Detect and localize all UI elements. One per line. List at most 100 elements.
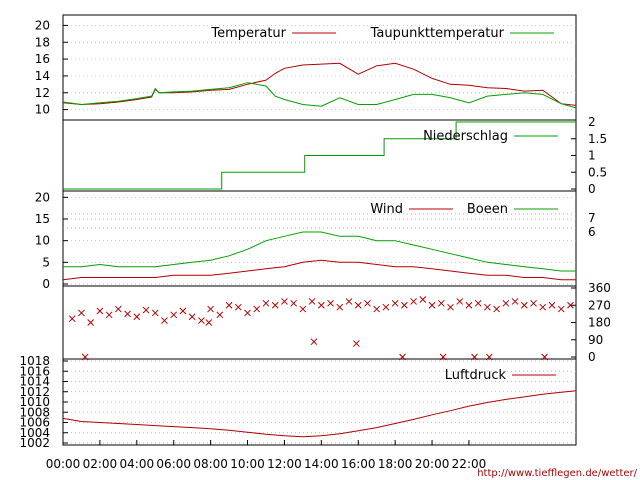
- x-tick-label: 22:00: [452, 457, 487, 471]
- wind-direction-point: [511, 298, 519, 305]
- legend-label: Temperatur: [210, 26, 286, 41]
- wind-direction-point: [345, 298, 353, 305]
- wind-direction-point: [471, 353, 478, 361]
- wind-direction-point: [428, 301, 436, 309]
- y-tick-label: 2: [588, 115, 596, 129]
- y-tick-label: 20: [35, 190, 50, 204]
- wind-direction-point: [474, 299, 482, 307]
- legend-label: Wind: [370, 202, 403, 217]
- x-tick-label: 02:00: [83, 457, 118, 471]
- y-tick-label: 12: [35, 86, 50, 100]
- plot-layer: [62, 24, 577, 445]
- y-tick-label: 1010: [19, 395, 50, 409]
- wind-direction-point: [244, 309, 251, 317]
- wind-direction-point: [68, 315, 76, 323]
- y-tick-label: 14: [35, 69, 50, 83]
- y-tick-label: 1006: [19, 416, 50, 430]
- wind-direction-panel: [62, 285, 577, 360]
- y-tick-label: 1008: [19, 405, 50, 419]
- wind-direction-point: [530, 299, 537, 307]
- wind-direction-point: [281, 298, 288, 305]
- wind-direction-point: [485, 353, 493, 361]
- wind-direction-point: [115, 305, 122, 313]
- wind-direction-point: [317, 301, 325, 309]
- y-tick-label: 1012: [19, 385, 50, 399]
- wind-direction-point: [81, 353, 89, 361]
- wind-direction-point: [133, 313, 141, 321]
- wind-direction-point: [399, 353, 406, 361]
- y-tick-label: 20: [35, 18, 50, 32]
- wind-direction-point: [124, 310, 131, 318]
- wind-direction-point: [262, 299, 270, 307]
- wind-direction-point: [548, 301, 556, 309]
- wind-direction-point: [557, 305, 565, 313]
- wind-direction-point: [188, 313, 196, 321]
- y-tick-label: 18: [35, 35, 50, 49]
- y-tick-label: 1018: [19, 354, 50, 368]
- legend-label: Luftdruck: [445, 368, 507, 383]
- x-tick-label: 00:00: [46, 457, 81, 471]
- wind-direction-point: [373, 305, 381, 313]
- series-line-taupunkttemperatur: [62, 82, 577, 109]
- x-tick-label: 18:00: [378, 457, 413, 471]
- y-tick-label: 1002: [19, 436, 50, 450]
- wind-direction-point: [502, 299, 510, 307]
- wind-direction-point: [198, 317, 205, 324]
- wind-direction-point: [308, 298, 316, 305]
- wind-direction-point: [151, 309, 159, 317]
- y-tick-label: 0.5: [588, 165, 607, 179]
- wind-direction-point: [179, 307, 187, 315]
- wind-direction-point: [539, 303, 547, 311]
- wind-direction-point: [87, 319, 95, 326]
- wind-direction-point: [410, 298, 417, 305]
- wind-direction-point: [205, 319, 213, 326]
- y-tick-label: 1: [588, 149, 596, 163]
- y-tick-label: 1.5: [588, 132, 607, 146]
- wind-direction-point: [225, 301, 233, 309]
- x-tick-label: 14:00: [304, 457, 339, 471]
- wind-direction-point: [310, 338, 318, 346]
- y-tick-label: 1004: [19, 426, 50, 440]
- wind-direction-point: [456, 298, 464, 305]
- wind-direction-point: [234, 303, 242, 311]
- wind-direction-point: [484, 303, 491, 311]
- x-tick-label: 20:00: [415, 457, 450, 471]
- x-tick-label: 06:00: [156, 457, 191, 471]
- wind-direction-point: [439, 353, 447, 361]
- y-tick-label: 0: [588, 182, 596, 196]
- wind-direction-point: [447, 303, 454, 311]
- wind-direction-point: [78, 309, 85, 317]
- series-line-niederschlag: [63, 121, 576, 190]
- wind-direction-point: [96, 307, 104, 315]
- wind-direction-point: [567, 301, 574, 309]
- y-tick-label: 10: [35, 234, 50, 248]
- y-tick-label: 15: [35, 212, 50, 226]
- source-url[interactable]: http://www.tiefflegen.de/wetter/: [477, 468, 637, 479]
- wind-direction-point: [216, 311, 224, 319]
- wind-direction-point: [336, 303, 344, 311]
- y-tick-label: 16: [35, 52, 50, 66]
- y-tick-label: 270: [588, 298, 611, 312]
- y-tick-label: 10: [35, 103, 50, 117]
- legend-label: Boeen: [467, 202, 508, 217]
- series-line-boeen: [63, 231, 576, 272]
- series-line-temperatur: [62, 62, 577, 106]
- wind-direction-point: [170, 311, 178, 319]
- y-tick-label: 1014: [19, 375, 50, 389]
- y-tick-label: 1016: [19, 364, 50, 378]
- wind-direction-point: [391, 299, 399, 307]
- x-tick-label: 08:00: [193, 457, 228, 471]
- wind-direction-point: [271, 301, 279, 309]
- right-axis-label: 7: [588, 211, 596, 225]
- series-line-luftdruck: [62, 390, 577, 438]
- wind-direction-point: [290, 299, 298, 307]
- wind-direction-point: [437, 299, 445, 307]
- wind-direction-point: [419, 296, 427, 303]
- y-tick-label: 0: [42, 277, 50, 291]
- right-axis-label: 6: [588, 225, 596, 239]
- wind-direction-point: [161, 317, 168, 324]
- y-tick-label: 360: [588, 281, 611, 295]
- legend-label: Niederschlag: [423, 129, 508, 144]
- wind-direction-point: [142, 306, 150, 314]
